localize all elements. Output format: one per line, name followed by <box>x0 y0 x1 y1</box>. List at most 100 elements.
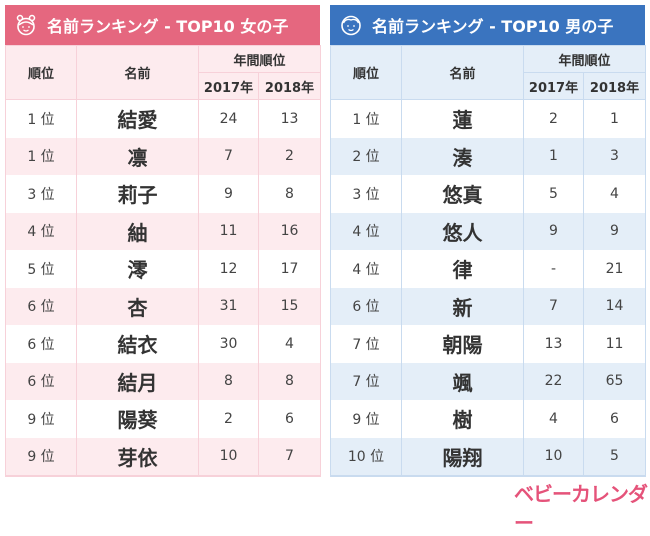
rank-cell: 6 位 <box>5 362 77 400</box>
name-cell: 陽葵 <box>76 400 199 438</box>
rank-2017-cell: - <box>523 250 584 288</box>
name-cell: 澪 <box>76 250 199 288</box>
boys-ranking-panel: 名前ランキング - TOP10 男の子 順位 名前 年間順位 2017年 201… <box>330 5 647 477</box>
rank-cell: 7 位 <box>330 325 402 363</box>
boys-title: 名前ランキング - TOP10 男の子 <box>372 17 614 36</box>
rank-2017-cell: 11 <box>198 212 259 250</box>
rank-2017-cell: 4 <box>523 400 584 438</box>
rank-cell: 4 位 <box>5 212 77 250</box>
name-cell: 紬 <box>76 212 199 250</box>
rank-2018-cell: 65 <box>582 362 647 400</box>
rank-2017-cell: 22 <box>523 362 584 400</box>
name-cell: 蓮 <box>401 99 524 138</box>
header-2017: 2017年 <box>523 72 584 100</box>
boys-title-bar: 名前ランキング - TOP10 男の子 <box>330 5 645 45</box>
name-cell: 颯 <box>401 362 524 400</box>
table-row: 3 位莉子 9 8 <box>5 175 322 213</box>
name-cell: 杏 <box>76 287 199 325</box>
baby-calendar-logo: ベビーカレンダー <box>514 482 648 535</box>
header-name: 名前 <box>401 45 524 100</box>
rank-2018-cell: 8 <box>257 175 322 213</box>
girls-title: 名前ランキング - TOP10 女の子 <box>47 17 289 36</box>
rank-cell: 4 位 <box>330 212 402 250</box>
rank-2017-cell: 13 <box>523 325 584 363</box>
rank-2017-cell: 9 <box>523 212 584 250</box>
name-cell: 悠人 <box>401 212 524 250</box>
rank-2017-cell: 10 <box>523 437 584 477</box>
name-cell: 新 <box>401 287 524 325</box>
table-row: 9 位芽依 10 7 <box>5 437 322 477</box>
table-row: 7 位朝陽 13 11 <box>330 325 647 363</box>
rank-2018-cell: 21 <box>582 250 647 288</box>
boy-face-icon <box>341 15 361 36</box>
rank-2018-cell: 7 <box>257 437 322 477</box>
name-cell: 朝陽 <box>401 325 524 363</box>
rank-cell: 6 位 <box>5 287 77 325</box>
rank-cell: 7 位 <box>330 362 402 400</box>
rank-cell: 10 位 <box>330 437 402 477</box>
table-row: 6 位結衣 30 4 <box>5 325 322 363</box>
rank-2017-cell: 10 <box>198 437 259 477</box>
header-annual-rank: 年間順位 <box>522 45 647 73</box>
rank-2018-cell: 17 <box>257 250 322 288</box>
rank-2018-cell: 3 <box>582 137 647 175</box>
rank-2017-cell: 7 <box>523 287 584 325</box>
name-cell: 陽翔 <box>401 437 524 477</box>
rank-2018-cell: 6 <box>582 400 647 438</box>
rank-2018-cell: 2 <box>257 137 322 175</box>
rank-2017-cell: 12 <box>198 250 259 288</box>
rank-cell: 1 位 <box>5 137 77 175</box>
rank-cell: 6 位 <box>5 325 77 363</box>
rank-cell: 5 位 <box>5 250 77 288</box>
rank-2017-cell: 8 <box>198 362 259 400</box>
table-row: 4 位紬 11 16 <box>5 212 322 250</box>
header-annual-rank: 年間順位 <box>197 45 322 73</box>
rank-2017-cell: 30 <box>198 325 259 363</box>
name-cell: 結愛 <box>76 99 199 138</box>
table-row: 4 位律 -21 <box>330 250 647 288</box>
name-cell: 湊 <box>401 137 524 175</box>
header-name: 名前 <box>76 45 199 100</box>
rank-cell: 9 位 <box>5 437 77 477</box>
table-row: 5 位澪 12 17 <box>5 250 322 288</box>
rank-2018-cell: 5 <box>582 437 647 477</box>
rank-2017-cell: 2 <box>523 99 584 138</box>
table-row: 9 位陽葵 2 6 <box>5 400 322 438</box>
rank-2018-cell: 11 <box>582 325 647 363</box>
rank-2017-cell: 2 <box>198 400 259 438</box>
rank-2018-cell: 13 <box>257 99 322 138</box>
rank-cell: 4 位 <box>330 250 402 288</box>
rank-cell: 6 位 <box>330 287 402 325</box>
rank-cell: 9 位 <box>5 400 77 438</box>
table-row: 10 位陽翔 10 5 <box>330 437 647 477</box>
rank-cell: 1 位 <box>5 99 77 138</box>
name-cell: 結月 <box>76 362 199 400</box>
header-2018: 2018年 <box>582 72 647 100</box>
rank-2017-cell: 24 <box>198 99 259 138</box>
header-2017: 2017年 <box>198 72 259 100</box>
table-row: 4 位悠人 9 9 <box>330 212 647 250</box>
rank-2018-cell: 6 <box>257 400 322 438</box>
rank-2017-cell: 31 <box>198 287 259 325</box>
rank-2018-cell: 16 <box>257 212 322 250</box>
table-row: 1 位結愛 24 13 <box>5 99 322 138</box>
name-cell: 莉子 <box>76 175 199 213</box>
girls-ranking-panel: 名前ランキング - TOP10 女の子 順位 名前 年間順位 2017年 201… <box>5 5 322 477</box>
rank-2017-cell: 7 <box>198 137 259 175</box>
name-cell: 凛 <box>76 137 199 175</box>
header-2018: 2018年 <box>257 72 322 100</box>
rank-cell: 3 位 <box>5 175 77 213</box>
rank-2017-cell: 5 <box>523 175 584 213</box>
rank-2018-cell: 8 <box>257 362 322 400</box>
girls-title-bar: 名前ランキング - TOP10 女の子 <box>5 5 320 45</box>
rank-2018-cell: 9 <box>582 212 647 250</box>
name-cell: 律 <box>401 250 524 288</box>
rank-2017-cell: 1 <box>523 137 584 175</box>
name-cell: 悠真 <box>401 175 524 213</box>
rank-2018-cell: 4 <box>257 325 322 363</box>
girl-face-icon <box>16 14 36 36</box>
